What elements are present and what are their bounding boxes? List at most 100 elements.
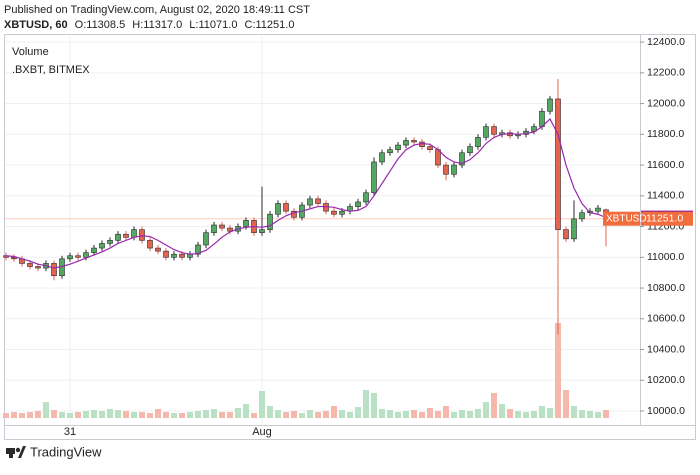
- volume-bar: [387, 410, 393, 418]
- x-tick-label: 31: [64, 426, 76, 438]
- volume-bar: [219, 412, 225, 418]
- candle-body: [403, 140, 409, 146]
- volume-bar: [371, 393, 377, 418]
- volume-bar: [339, 410, 345, 418]
- y-tick-label: 11800.0: [647, 128, 684, 140]
- volume-bar: [139, 412, 145, 418]
- volume-bar: [11, 412, 17, 418]
- y-tick-label: 11600.0: [647, 159, 684, 171]
- candle-body: [67, 255, 73, 260]
- volume-bar: [275, 410, 281, 418]
- volume-bar: [43, 402, 49, 418]
- volume-bar: [467, 411, 473, 418]
- volume-bar: [147, 413, 153, 418]
- volume-bar: [67, 413, 73, 418]
- candle-body: [379, 152, 385, 163]
- y-tick-label: 12200.0: [647, 67, 685, 79]
- volume-bar: [51, 410, 57, 418]
- last-price-tag-label: 11251.0: [646, 212, 683, 224]
- volume-bar: [323, 411, 329, 418]
- candle-body: [99, 243, 105, 249]
- candle-body: [195, 244, 201, 255]
- y-tick-label: 10200.0: [647, 374, 685, 386]
- volume-bar: [595, 412, 601, 418]
- volume-bar: [355, 407, 361, 418]
- volume-bar: [163, 412, 169, 418]
- candle-body: [51, 263, 57, 277]
- y-tick-label: 10000.0: [647, 405, 685, 417]
- candle-body: [179, 253, 185, 258]
- volume-bar: [123, 411, 129, 418]
- candle-body: [483, 126, 489, 138]
- candle-body: [131, 229, 137, 238]
- volume-bar: [203, 410, 209, 418]
- ma-line: [5, 117, 607, 269]
- volume-bar: [427, 408, 433, 418]
- y-tick-label: 11000.0: [647, 251, 684, 263]
- volume-bar: [315, 412, 321, 418]
- volume-bar: [531, 411, 537, 418]
- chart-frame: [4, 34, 696, 440]
- volume-bar: [227, 412, 233, 418]
- candle-body: [363, 192, 369, 203]
- candle-body: [259, 229, 265, 233]
- volume-bar: [563, 390, 569, 418]
- candle-body: [267, 213, 273, 230]
- volume-bar: [547, 408, 553, 418]
- volume-bar: [291, 411, 297, 418]
- symbol: XBTUSD, 60: [4, 19, 68, 31]
- volume-bar: [379, 409, 385, 418]
- candle-body: [307, 198, 313, 206]
- volume-legend: Volume: [12, 46, 49, 58]
- volume-bar: [155, 409, 161, 418]
- candle-body: [275, 203, 281, 215]
- ohlc-key: L:: [189, 19, 198, 31]
- ohlc-key: O:: [75, 19, 87, 31]
- volume-bar: [99, 411, 105, 418]
- volume-bar: [75, 412, 81, 418]
- candle-body: [211, 224, 217, 233]
- candle-body: [491, 126, 497, 135]
- candle-body: [595, 207, 601, 212]
- volume-bar: [491, 393, 497, 418]
- ohlc-key: H:: [132, 19, 143, 31]
- candle-body: [147, 240, 153, 249]
- volume-bar: [59, 412, 65, 418]
- volume-bar: [451, 412, 457, 418]
- volume-bar: [475, 409, 481, 418]
- volume-bar: [499, 404, 505, 418]
- y-tick-label: 11400.0: [647, 190, 684, 202]
- candle-body: [571, 218, 577, 240]
- candle-body: [547, 98, 553, 112]
- candle-body: [75, 255, 81, 258]
- volume-bar: [331, 406, 337, 418]
- ohlc-value: 11317.0: [143, 19, 182, 31]
- volume-bar: [603, 410, 609, 418]
- volume-bar: [515, 411, 521, 418]
- candle-body: [475, 137, 481, 147]
- volume-bar: [27, 412, 33, 418]
- index-legend: .BXBT, BITMEX: [12, 64, 90, 76]
- last-price-tag-box: [641, 211, 693, 226]
- symbol-line: XBTUSD, 60 O:11308.5 H:11317.0 L:11071.0…: [4, 19, 294, 31]
- volume-bar: [579, 410, 585, 418]
- volume-bar: [267, 406, 273, 418]
- candle-body: [227, 227, 233, 232]
- candle-body: [451, 164, 457, 175]
- volume-bar: [507, 409, 513, 418]
- candle-body: [203, 232, 209, 246]
- candle-body: [283, 203, 289, 212]
- candle-body: [563, 229, 569, 240]
- ohlc-value: 11071.0: [198, 19, 237, 31]
- logo-part: [6, 448, 15, 454]
- logo-part: [15, 447, 21, 453]
- volume-bar: [179, 413, 185, 418]
- candle-body: [315, 198, 321, 204]
- volume-bar: [571, 406, 577, 418]
- candle-body: [387, 149, 393, 154]
- candle-body: [371, 161, 377, 194]
- ohlc-value: 11308.5: [86, 19, 125, 31]
- candle-body: [331, 210, 337, 215]
- symbol-tag-box: [603, 211, 640, 226]
